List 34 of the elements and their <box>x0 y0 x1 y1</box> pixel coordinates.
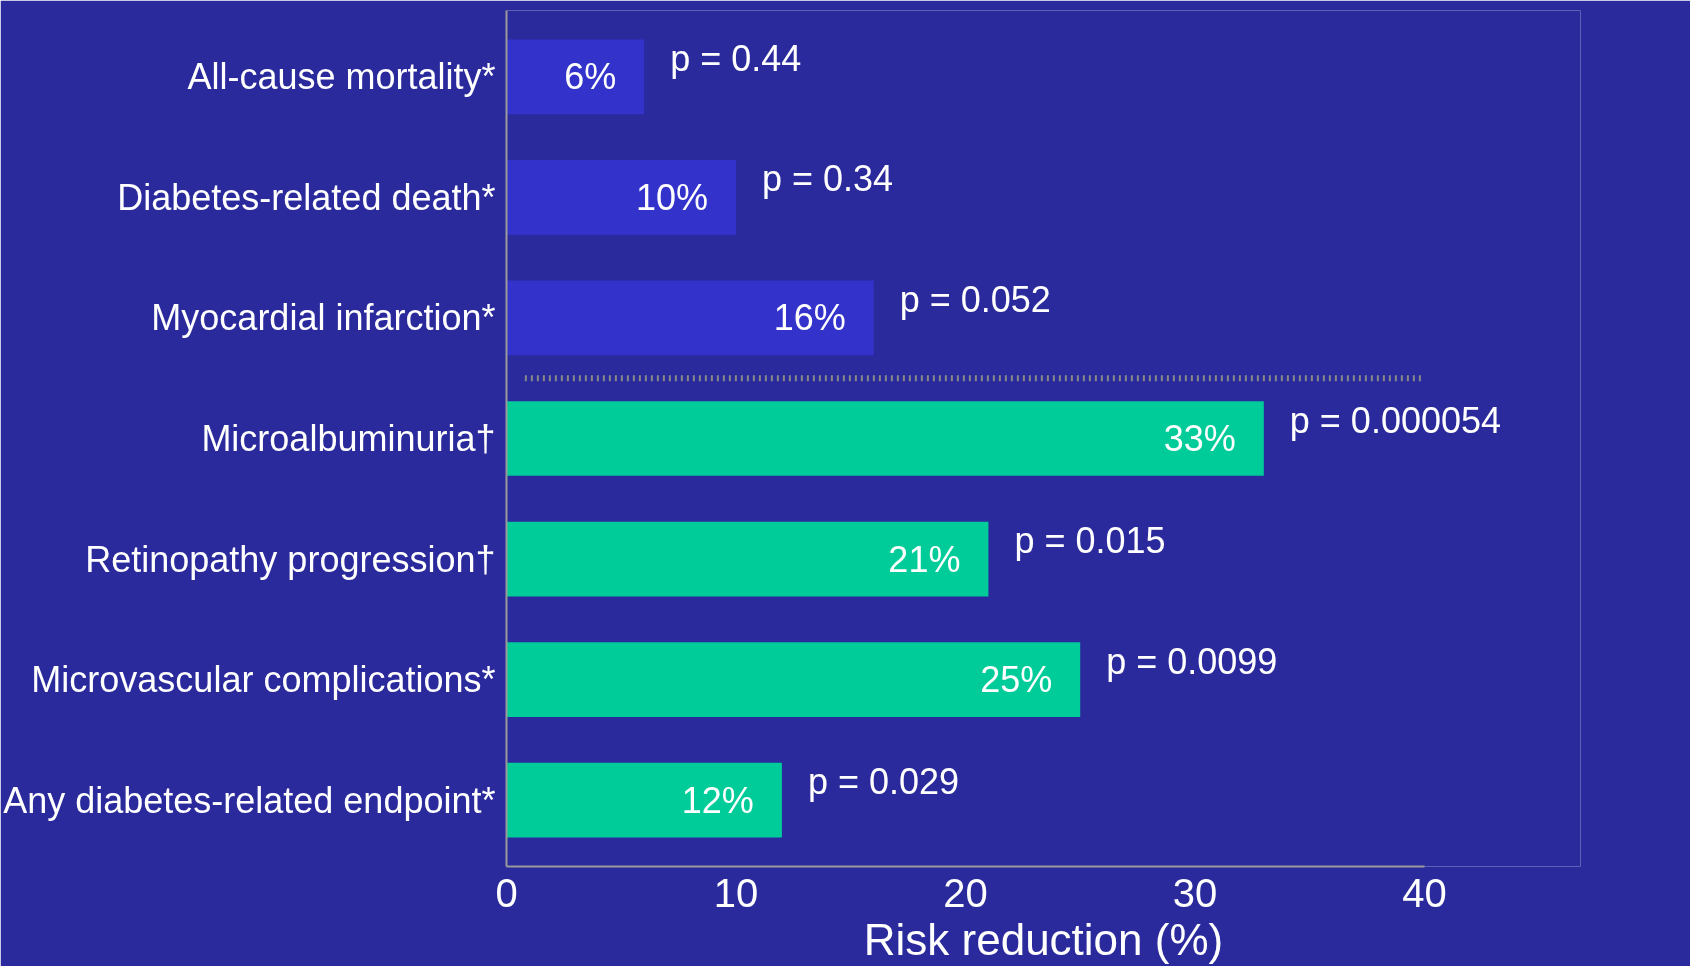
x-axis-title: Risk reduction (%) <box>863 914 1224 964</box>
x-tick-label: 10 <box>713 870 759 915</box>
y-tick-label: Diabetes-related death* <box>117 176 496 218</box>
x-tick-label: 20 <box>943 870 988 915</box>
annotation: p = 0.029 <box>807 761 960 803</box>
x-tick-label: 30 <box>1172 870 1218 915</box>
x-tick-label: 0 <box>495 870 518 915</box>
bar <box>506 642 1081 717</box>
bar <box>506 762 782 838</box>
bar <box>506 280 874 356</box>
annotation: p = 0.052 <box>899 278 1051 320</box>
data-label: 12% <box>681 779 754 821</box>
annotation: p = 0.015 <box>1014 520 1166 562</box>
data-label: 25% <box>980 659 1053 701</box>
data-label: 16% <box>773 297 846 339</box>
y-tick-label: Any diabetes-related endpoint* <box>3 779 496 821</box>
annotation: p = 0.000054 <box>1289 399 1502 441</box>
data-label: 10% <box>635 176 708 218</box>
y-tick-label: Microvascular complications* <box>31 659 496 701</box>
annotation: p = 0.0099 <box>1106 640 1278 682</box>
annotation: p = 0.44 <box>670 37 802 79</box>
data-label: 33% <box>1163 418 1236 459</box>
data-label: 6% <box>564 56 617 98</box>
y-tick-label: All-cause mortality* <box>187 56 496 98</box>
bar <box>506 521 989 597</box>
annotation: p = 0.34 <box>761 158 894 200</box>
bar <box>506 401 1264 476</box>
y-tick-label: Microalbuminuria† <box>201 418 496 459</box>
y-tick-label: Myocardial infarction* <box>151 297 496 339</box>
x-tick-label: 40 <box>1402 870 1447 915</box>
data-label: 21% <box>888 538 961 580</box>
y-tick-label: Retinopathy progression† <box>85 538 496 580</box>
bar <box>506 160 736 235</box>
bar <box>506 39 645 115</box>
